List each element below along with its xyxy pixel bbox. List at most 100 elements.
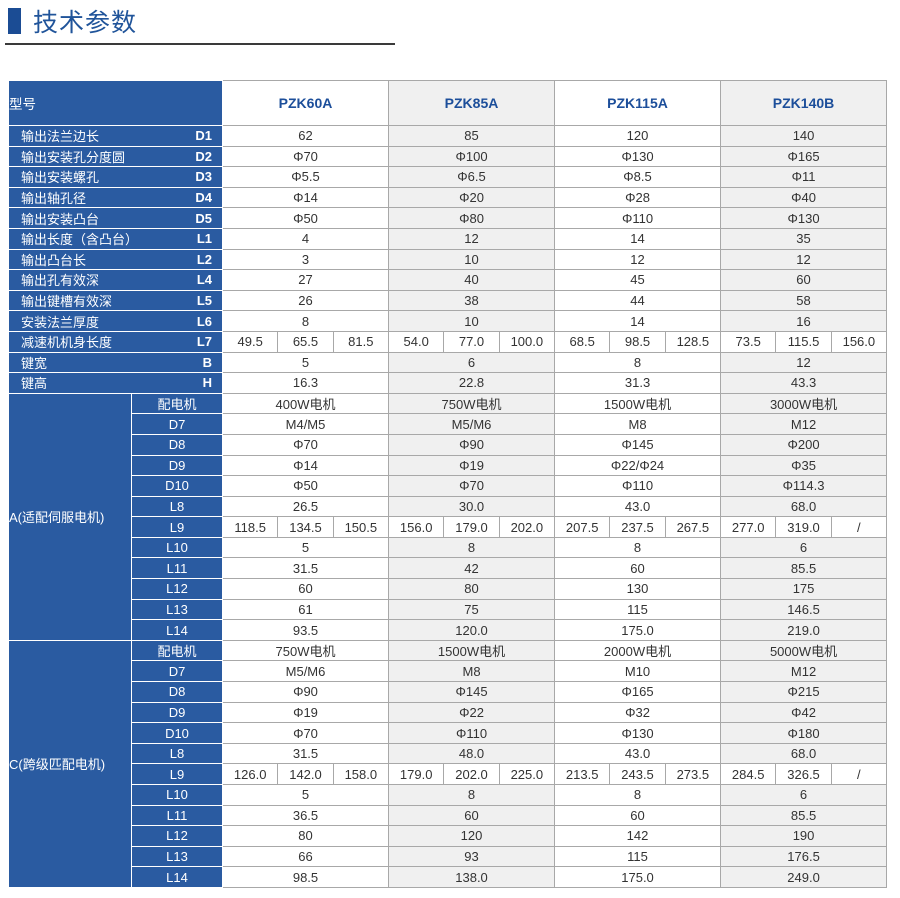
table-row: 输出凸台长 L2 3 10 12 12 [8, 248, 888, 271]
value-cell: M5/M6 [388, 413, 556, 435]
value-cell: 60 [221, 578, 390, 600]
value-subcell: 134.5 [277, 516, 334, 538]
value-subcell: 179.0 [443, 516, 500, 538]
spec-label-cell: 输出键槽有效深 L5 [8, 289, 223, 312]
value-cell: 12 [388, 227, 556, 250]
value-cell: 31.5 [221, 742, 390, 765]
value-subcell: 118.5 [221, 516, 279, 538]
table-row: D8 Φ90 Φ145 Φ165 Φ215 [9, 681, 888, 703]
value-subcell: 277.0 [720, 516, 777, 538]
table-row: D7 M4/M5 M5/M6 M8 M12 [9, 413, 888, 435]
value-subcell: 326.5 [775, 763, 832, 785]
spec-code: B [202, 354, 212, 370]
spec-label-cell: 输出孔有效深 L4 [8, 269, 223, 291]
value-subcell: 98.5 [609, 330, 666, 353]
spec-label: 键高 [21, 376, 48, 392]
value-cell: Φ70 [388, 475, 556, 497]
table-row: D9 Φ19 Φ22 Φ32 Φ42 [9, 701, 888, 724]
value-cell: 8 [554, 536, 722, 559]
section-row-code: 配电机 [131, 392, 223, 415]
value-cell: 16.3 [221, 372, 390, 394]
value-cell: Φ50 [221, 207, 390, 229]
table-row: L10 5 8 8 6 [9, 784, 888, 806]
value-cell: 120 [388, 825, 556, 847]
section-row-code: L10 [131, 536, 223, 559]
value-cell: Φ5.5 [221, 166, 390, 188]
value-cell: 85.5 [720, 804, 888, 827]
spec-label: 输出安装螺孔 [21, 170, 100, 186]
value-cell: 60 [554, 557, 722, 580]
value-subcell: 207.5 [554, 516, 611, 538]
value-cell: 31.3 [554, 372, 722, 394]
value-cell: Φ130 [554, 722, 722, 744]
spec-label-cell: 输出安装凸台 D5 [8, 207, 223, 229]
value-cell: 120.0 [388, 619, 556, 641]
value-subcell: 81.5 [332, 330, 390, 353]
value-cell: 85.5 [720, 557, 888, 580]
value-cell: 8 [388, 784, 556, 806]
value-cell: Φ110 [554, 475, 722, 497]
value-cell: 140 [720, 125, 888, 147]
section-row-code: L14 [131, 619, 223, 641]
value-subcell: 77.0 [443, 330, 500, 353]
table-row: 减速机机身长度 L7 49.5 65.5 81.5 54.0 77.0 100.0 68.5 98… [8, 330, 888, 353]
value-subcell: 54.0 [388, 330, 445, 353]
value-cell: 68.0 [720, 742, 888, 765]
value-subcell: / [830, 516, 888, 538]
table-row: L14 98.5 138.0 175.0 249.0 [9, 866, 888, 888]
value-cell: Φ215 [720, 681, 888, 703]
value-subcell: 243.5 [609, 763, 666, 785]
value-cell: Φ80 [388, 207, 556, 229]
spec-code: L5 [196, 293, 212, 309]
section-row-code: L11 [131, 804, 223, 827]
table-row: 输出长度（含凸台） L1 4 12 14 35 [8, 227, 888, 250]
value-cell: 115 [554, 845, 722, 868]
value-cell: 1500W电机 [554, 392, 722, 415]
value-subcell: 202.0 [443, 763, 500, 785]
section-row-code: L13 [131, 598, 223, 621]
value-cell: Φ19 [388, 454, 556, 477]
model-header: PZK85A [388, 80, 556, 126]
table-row: D9 Φ14 Φ19 Φ22/Φ24 Φ35 [9, 454, 888, 477]
value-cell: 175 [720, 578, 888, 600]
value-cell: Φ20 [388, 186, 556, 209]
value-cell: Φ14 [221, 454, 390, 477]
value-cell: 5000W电机 [720, 639, 888, 662]
value-cell: 6 [388, 351, 556, 374]
table-row: 输出法兰边长 D1 62 85 120 140 [8, 125, 888, 147]
spec-code: L2 [196, 251, 212, 267]
value-subcell: / [830, 763, 888, 785]
model-header: PZK115A [554, 80, 722, 126]
value-subcell: 73.5 [720, 330, 777, 353]
value-cell: 175.0 [554, 866, 722, 888]
value-cell: 5 [221, 351, 390, 374]
value-subcell: 142.0 [277, 763, 334, 785]
value-cell: M8 [554, 413, 722, 435]
value-cell: Φ14 [221, 186, 390, 209]
table-row: 输出安装凸台 D5 Φ50 Φ80 Φ110 Φ130 [8, 207, 888, 229]
value-cell: 68.0 [720, 495, 888, 518]
value-cell: Φ70 [221, 722, 390, 744]
table-row: 输出安装螺孔 D3 Φ5.5 Φ6.5 Φ8.5 Φ11 [8, 166, 888, 188]
title-underline [5, 43, 395, 45]
spec-label: 输出凸台长 [21, 252, 87, 268]
value-cell: 93 [388, 845, 556, 868]
value-subcell: 128.5 [664, 330, 722, 353]
value-cell: 98.5 [221, 866, 390, 888]
value-cell: 190 [720, 825, 888, 847]
value-cell: 38 [388, 289, 556, 312]
title-bullet-icon [8, 8, 21, 34]
page-title: 技术参数 [33, 9, 138, 37]
table-row: D8 Φ70 Φ90 Φ145 Φ200 [9, 433, 888, 456]
value-cell: 750W电机 [221, 639, 390, 662]
value-cell: Φ70 [221, 433, 390, 456]
spec-label: 输出孔有效深 [21, 273, 100, 289]
value-cell: 93.5 [221, 619, 390, 641]
table-row: C(跨级匹配电机) 配电机 750W电机 1500W电机 2000W电机 5000W电机 [8, 639, 888, 888]
spec-label-cell: 输出长度（含凸台） L1 [8, 227, 223, 250]
value-cell: 27 [221, 269, 390, 291]
spec-label-cell: 输出凸台长 L2 [8, 248, 223, 271]
value-cell: M12 [720, 660, 888, 683]
table-row: 键宽 B 5 6 8 12 [8, 351, 888, 374]
value-cell: 48.0 [388, 742, 556, 765]
